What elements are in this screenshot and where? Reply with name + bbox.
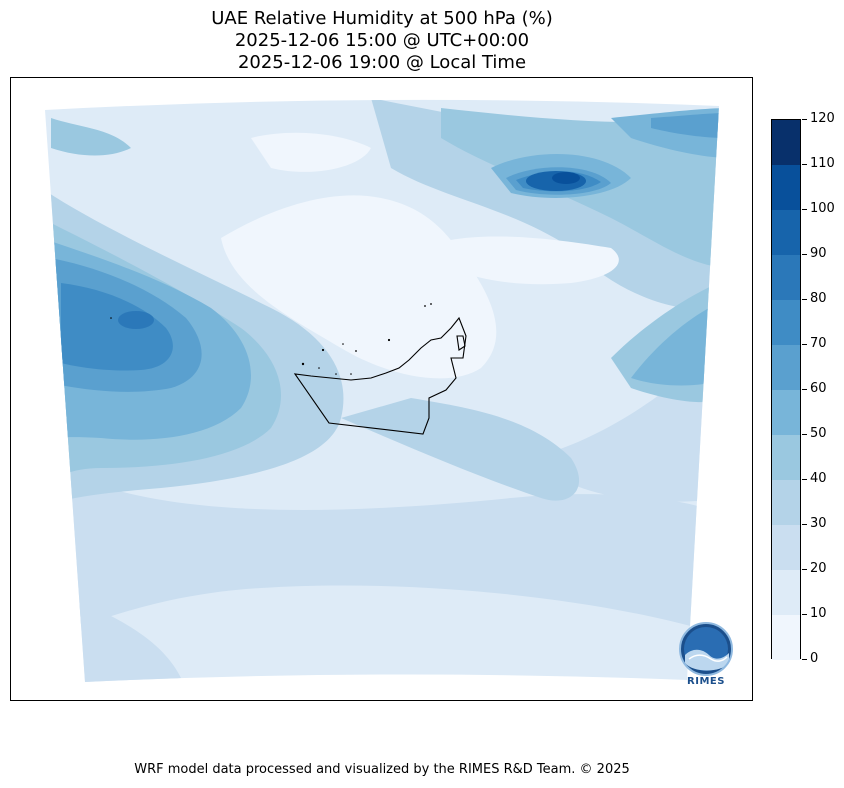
- colorbar-tick-mark: [802, 164, 807, 165]
- colorbar-segment: [772, 615, 800, 660]
- colorbar-tick-label: 120: [810, 111, 835, 126]
- title-line-2: 2025-12-06 15:00 @ UTC+00:00: [234, 30, 530, 51]
- colorbar-tick-mark: [802, 614, 807, 615]
- colorbar: [771, 119, 801, 660]
- humidity-field: [45, 99, 719, 682]
- colorbar-segment: [772, 525, 800, 570]
- colorbar-tick-label: 100: [810, 201, 835, 216]
- colorbar-tick-mark: [802, 344, 807, 345]
- colorbar-tick-label: 60: [810, 381, 827, 396]
- colorbar-segment: [772, 165, 800, 210]
- colorbar-segment: [772, 120, 800, 165]
- colorbar-segment: [772, 480, 800, 525]
- field-band-40-50-northwest: [51, 118, 131, 156]
- rimes-logo: RIMES: [673, 619, 739, 689]
- colorbar-tick-label: 30: [810, 516, 827, 531]
- colorbar-tick-mark: [802, 659, 807, 660]
- colorbar-segment: [772, 210, 800, 255]
- uae-islands: [110, 303, 432, 375]
- rimes-logo-text: RIMES: [687, 676, 725, 687]
- field-band-90-100-north: [552, 172, 580, 184]
- colorbar-segment: [772, 435, 800, 480]
- title-line-1: UAE Relative Humidity at 500 hPa (%): [211, 8, 553, 29]
- humidity-map: [45, 99, 719, 682]
- colorbar-tick-label: 40: [810, 471, 827, 486]
- colorbar-segment: [772, 570, 800, 615]
- colorbar-tick-mark: [802, 434, 807, 435]
- colorbar-tick-label: 90: [810, 246, 827, 261]
- field-band-0-10-north: [251, 132, 371, 172]
- title-line-3: 2025-12-06 19:00 @ Local Time: [237, 52, 527, 73]
- chart-title: UAE Relative Humidity at 500 hPa (%) 202…: [0, 8, 764, 74]
- field-band-20-30-south: [45, 458, 719, 638]
- colorbar-segment: [772, 255, 800, 300]
- colorbar-tick-label: 80: [810, 291, 827, 306]
- field-band-0-10-northeast: [421, 236, 619, 285]
- field-band-60-70-northeast: [651, 113, 719, 138]
- colorbar-tick-mark: [802, 299, 807, 300]
- colorbar-tick-label: 110: [810, 156, 835, 171]
- colorbar-segment: [772, 345, 800, 390]
- map-frame: [10, 77, 753, 701]
- colorbar-tick-mark: [802, 524, 807, 525]
- uae-boundary: [293, 316, 467, 435]
- colorbar-tick-mark: [802, 389, 807, 390]
- colorbar-tick-mark: [802, 119, 807, 120]
- colorbar-tick-mark: [802, 254, 807, 255]
- colorbar-tick-label: 0: [810, 651, 819, 666]
- colorbar-tick-label: 50: [810, 426, 827, 441]
- field-band-30-40-center: [341, 398, 580, 501]
- colorbar-tick-label: 20: [810, 561, 827, 576]
- footer-credit: WRF model data processed and visualized …: [134, 762, 630, 777]
- colorbar-tick-mark: [802, 209, 807, 210]
- colorbar-tick-label: 10: [810, 606, 827, 621]
- field-band-0-10-center: [221, 195, 497, 379]
- colorbar-tick-label: 70: [810, 336, 827, 351]
- field-band-80-90-west: [118, 311, 154, 329]
- field-band-20-30-east: [531, 328, 719, 502]
- field-band-70-80-west: [61, 283, 173, 371]
- colorbar-tick-mark: [802, 569, 807, 570]
- rimes-logo-icon: [679, 622, 733, 676]
- colorbar-tick-mark: [802, 479, 807, 480]
- colorbar-segment: [772, 300, 800, 345]
- colorbar-segment: [772, 390, 800, 435]
